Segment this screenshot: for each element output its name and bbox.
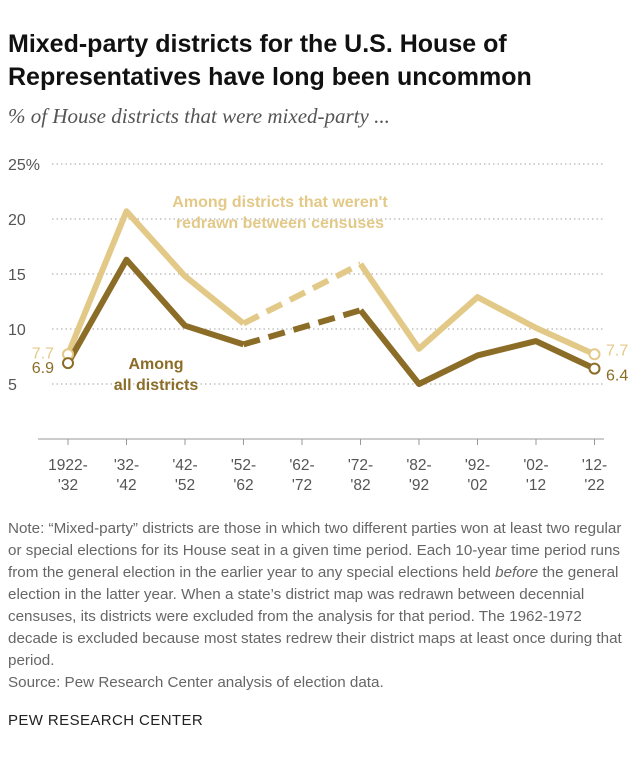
data-label: 6.4	[606, 368, 628, 385]
chart-note: Note: “Mixed-party” districts are those …	[8, 518, 632, 694]
y-tick-label: 10	[8, 322, 26, 339]
x-tick-label: '12-	[582, 457, 607, 474]
y-tick-label: 15	[8, 267, 26, 284]
x-tick-label: '72	[292, 477, 312, 494]
x-tick-label: '52	[175, 477, 195, 494]
series-line	[358, 262, 596, 358]
x-tick-label: '82-	[406, 457, 431, 474]
note-text-1: Note: “Mixed-party” districts are those …	[8, 520, 622, 581]
endpoint-marker	[588, 348, 601, 361]
x-tick-label: '32	[58, 477, 78, 494]
series-dashed-segment	[242, 307, 362, 348]
y-tick-label: 25%	[8, 157, 40, 174]
footer-brand: PEW RESEARCH CENTER	[8, 712, 204, 729]
data-label: 6.9	[32, 360, 54, 377]
series-line	[358, 308, 596, 387]
x-tick-label: '62	[233, 477, 253, 494]
endpoint-marker	[62, 357, 74, 370]
series-line	[65, 208, 246, 356]
series-line	[65, 256, 245, 365]
x-tick-label: '12	[526, 477, 546, 494]
x-tick-label: '52-	[231, 457, 256, 474]
line-chart: 25% 20 15 10 5 1922- '32 '32- '42 '42- '52 '52- '62…	[8, 157, 628, 494]
chart-subtitle: % of House districts that were mixed-par…	[8, 104, 390, 128]
chart-title: Mixed-party districts for the U.S. House…	[8, 30, 532, 91]
series-label: Among districts that weren't	[172, 194, 388, 211]
x-tick-label: '92-	[465, 457, 490, 474]
x-tick-label: 1922-	[48, 457, 88, 474]
x-tick-label: '32-	[114, 457, 139, 474]
series-label: redrawn between censuses	[176, 215, 384, 232]
y-tick-label: 5	[8, 377, 17, 394]
note-text-2: the general election in the latter year.…	[8, 564, 622, 669]
x-tick-label: '02-	[523, 457, 548, 474]
y-tick-label: 20	[8, 212, 26, 229]
source-text: Source: Pew Research Center analysis of …	[8, 674, 384, 691]
x-tick-label: '72-	[348, 457, 373, 474]
x-tick-label: '02	[467, 477, 487, 494]
data-label: 7.7	[32, 345, 54, 362]
x-tick-label: '42	[116, 477, 136, 494]
x-tick-label: '82	[350, 477, 370, 494]
x-tick-label: '92	[409, 477, 429, 494]
note-emphasis: before	[495, 564, 539, 581]
series-dashed-segment	[242, 261, 362, 327]
x-tick-label: '62-	[289, 457, 314, 474]
x-tick-label: '42-	[172, 457, 197, 474]
endpoint-marker	[588, 362, 601, 375]
series-label: Among	[128, 356, 183, 373]
series-label: all districts	[114, 377, 199, 394]
x-tick-label: '22	[584, 477, 604, 494]
data-label: 7.7	[606, 342, 628, 359]
